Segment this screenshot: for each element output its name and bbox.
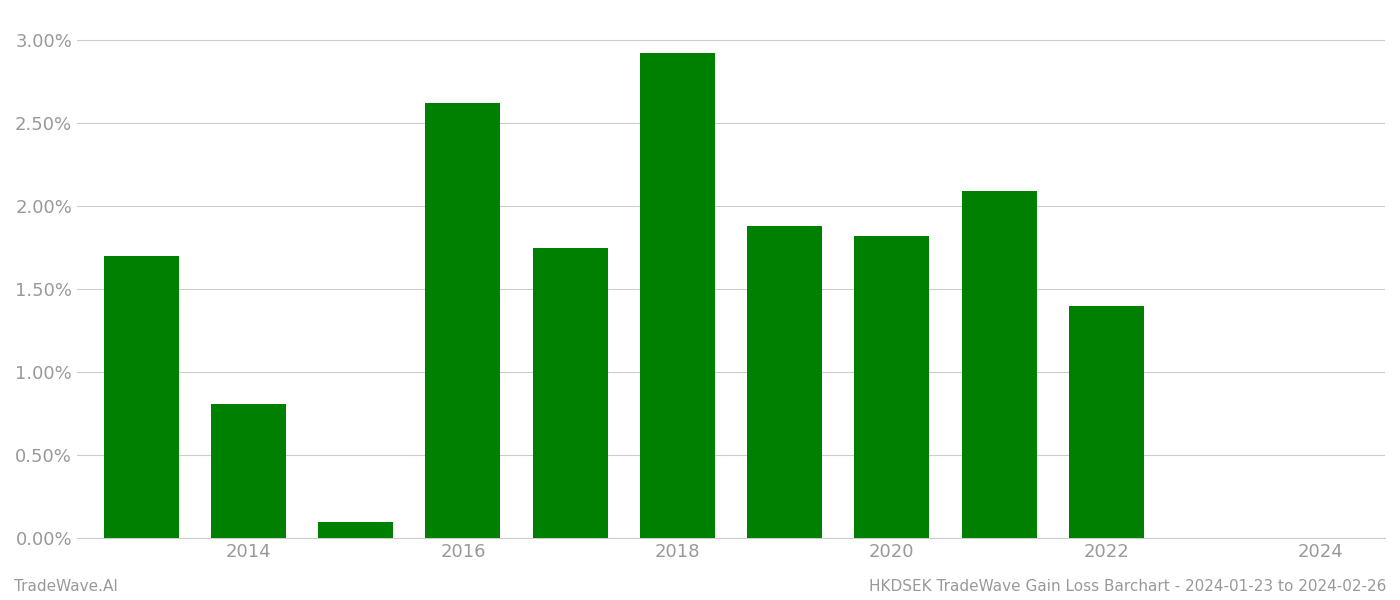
- Bar: [532, 248, 608, 538]
- Bar: [640, 53, 715, 538]
- Bar: [104, 256, 179, 538]
- Bar: [211, 404, 286, 538]
- Text: HKDSEK TradeWave Gain Loss Barchart - 2024-01-23 to 2024-02-26: HKDSEK TradeWave Gain Loss Barchart - 20…: [868, 579, 1386, 594]
- Bar: [318, 521, 393, 538]
- Bar: [962, 191, 1036, 538]
- Bar: [426, 103, 500, 538]
- Bar: [1068, 305, 1144, 538]
- Bar: [854, 236, 930, 538]
- Bar: [748, 226, 822, 538]
- Text: TradeWave.AI: TradeWave.AI: [14, 579, 118, 594]
